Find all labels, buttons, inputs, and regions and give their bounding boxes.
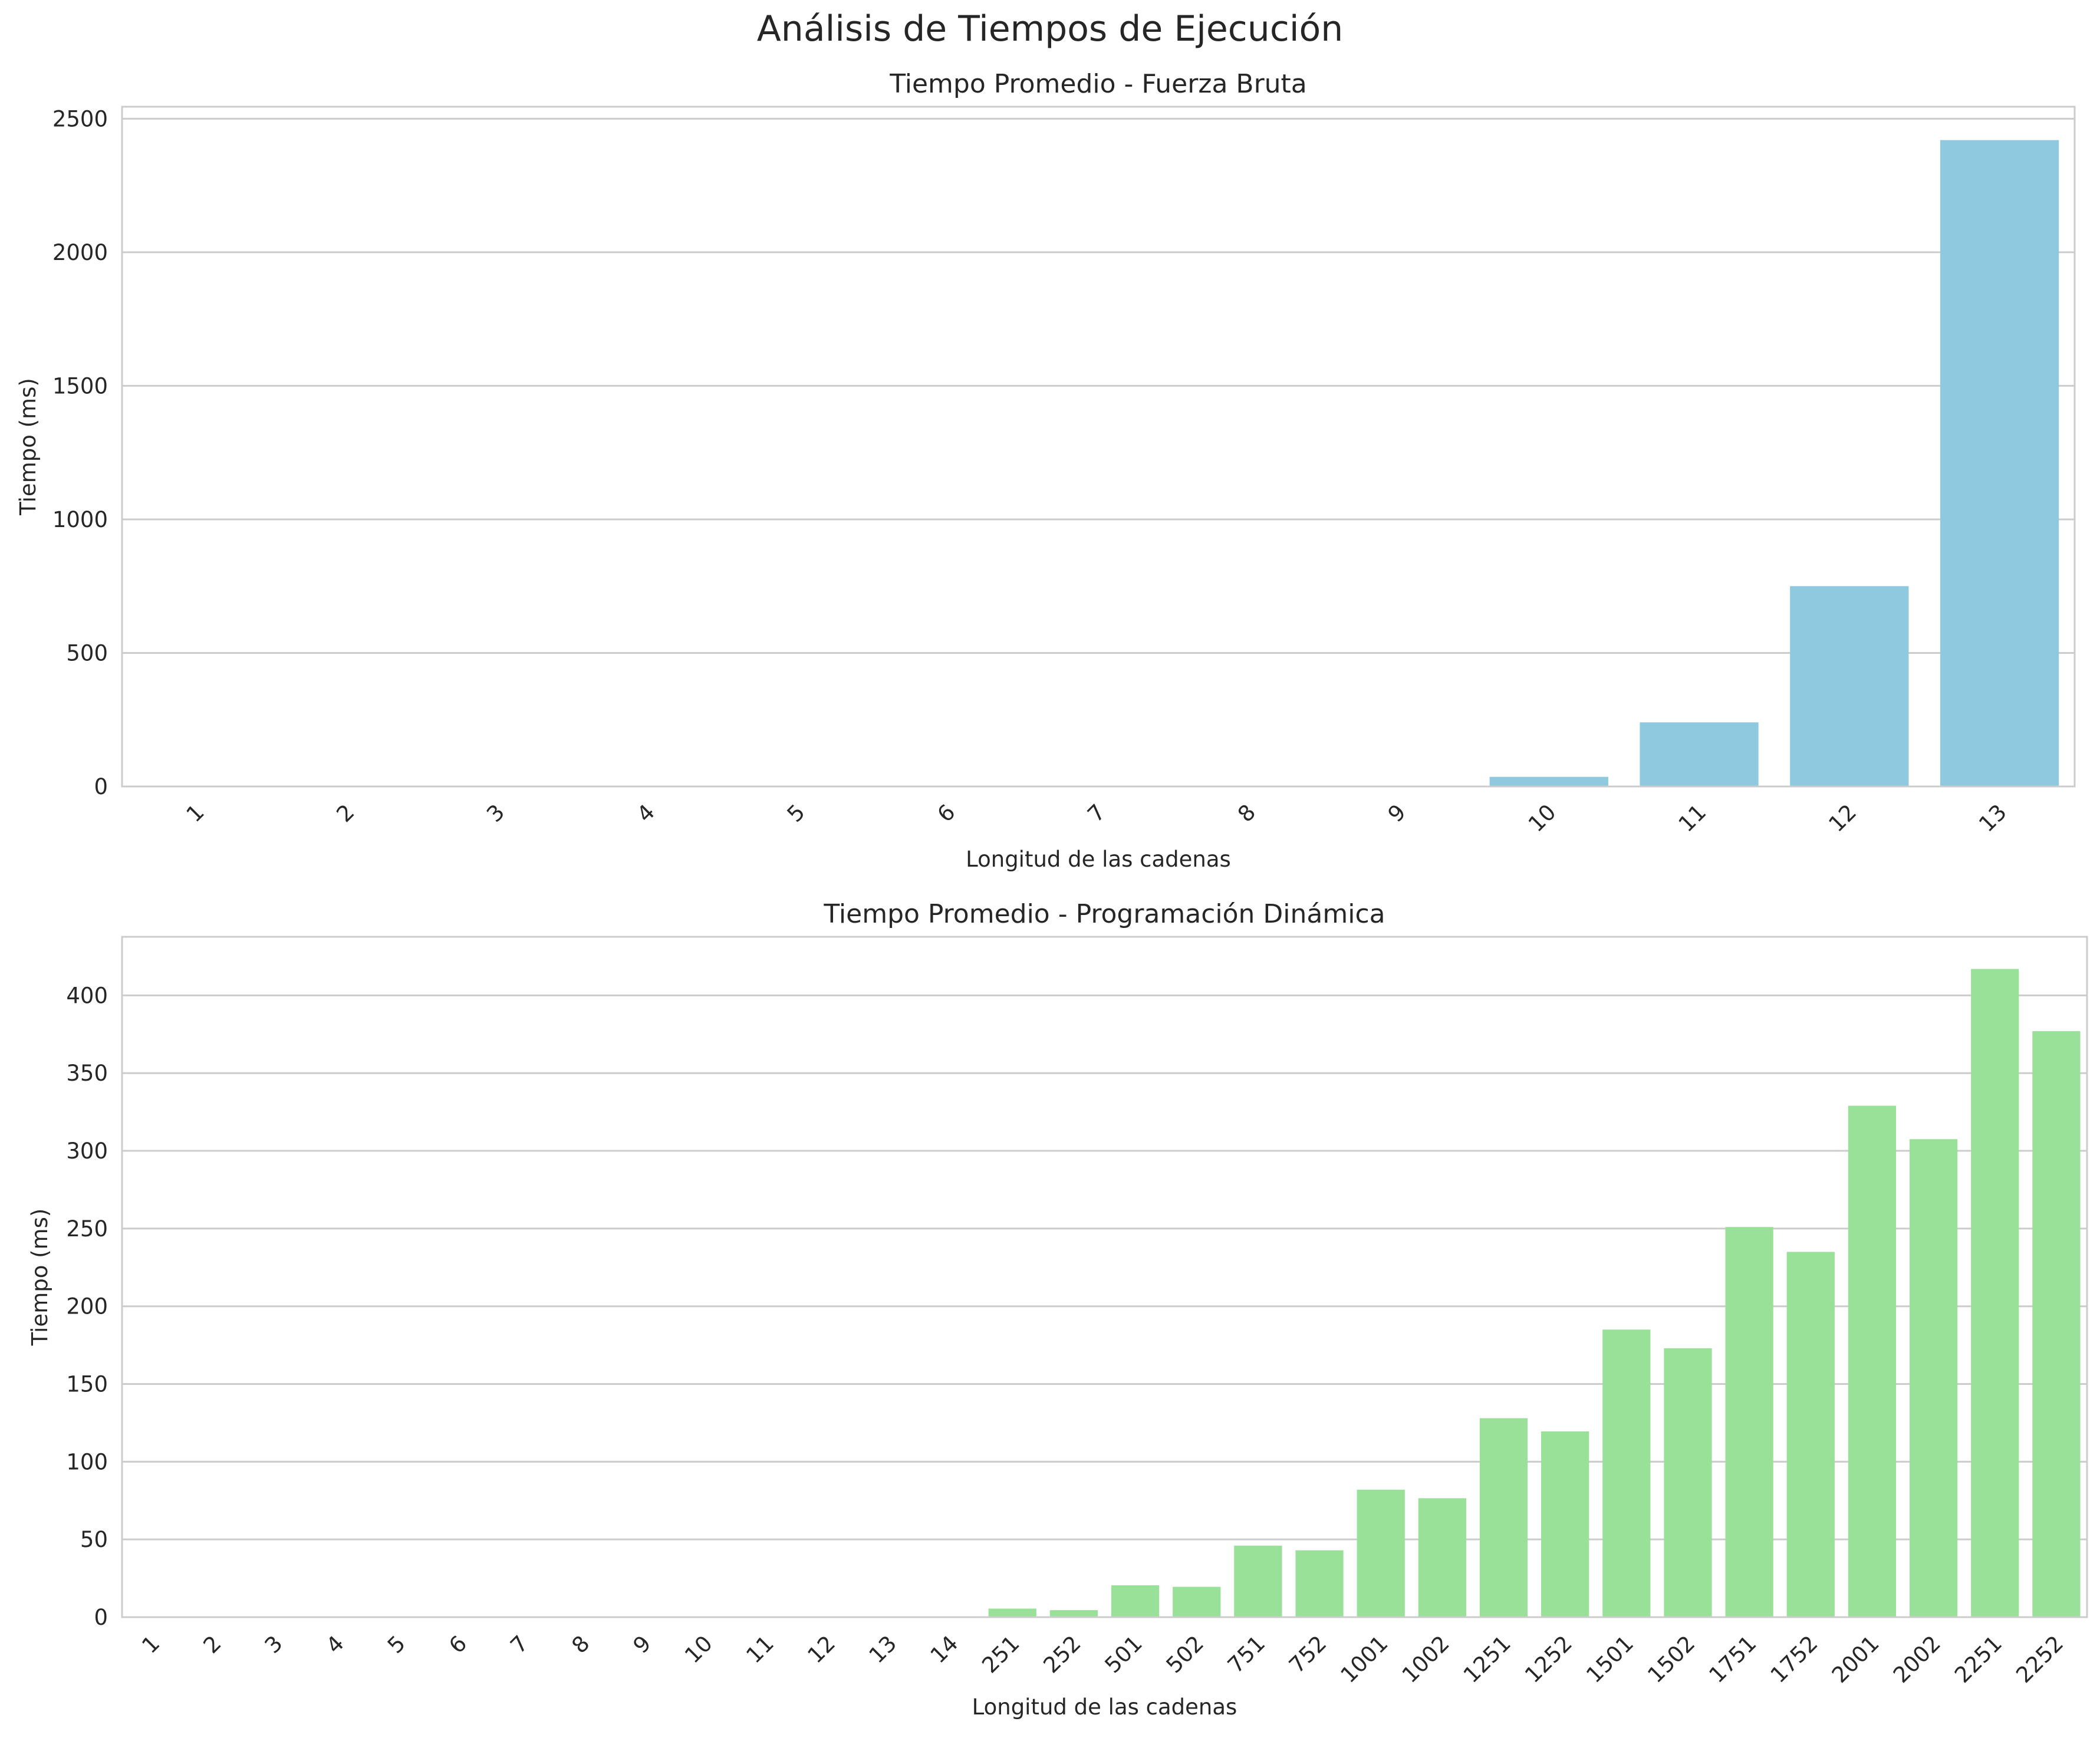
x-tick-label: 3 — [482, 799, 509, 827]
bar — [988, 1608, 1036, 1617]
x-tick-label: 252 — [1038, 1631, 1085, 1678]
bar — [1602, 1329, 1651, 1617]
bar — [1111, 1585, 1160, 1617]
x-tick-label: 1002 — [1397, 1631, 1454, 1688]
bar — [1049, 1610, 1098, 1617]
x-tick-label: 2 — [331, 799, 359, 827]
x-tick-label: 1752 — [1766, 1631, 1823, 1688]
y-tick-label: 0 — [94, 774, 108, 799]
y-tick-label: 2000 — [52, 240, 108, 265]
y-tick-label: 300 — [66, 1138, 108, 1164]
bar — [1725, 1227, 1773, 1617]
x-tick-label: 8 — [567, 1631, 594, 1658]
x-tick-label: 7 — [1082, 799, 1110, 827]
x-tick-label: 9 — [1383, 799, 1411, 827]
bar — [2032, 1031, 2081, 1617]
bar — [1173, 1586, 1221, 1617]
bar — [1357, 1489, 1405, 1617]
y-tick-label: 1000 — [52, 507, 108, 532]
x-tick-label: 14 — [926, 1631, 963, 1668]
bar — [1664, 1348, 1712, 1617]
x-tick-label: 11 — [1674, 799, 1711, 837]
x-tick-label: 4 — [632, 799, 660, 827]
y-tick-label: 400 — [66, 983, 108, 1008]
x-tick-label: 11 — [741, 1631, 779, 1668]
bar — [1479, 1418, 1528, 1617]
bar — [1640, 722, 1759, 786]
chart-title: Tiempo Promedio - Programación Dinámica — [823, 899, 1385, 929]
y-tick-label: 200 — [66, 1294, 108, 1319]
x-tick-label: 3 — [260, 1631, 288, 1658]
y-axis-label: Tiempo (ms) — [27, 1209, 52, 1347]
axes-frame — [121, 106, 2076, 788]
x-tick-label: 501 — [1100, 1631, 1147, 1678]
x-tick-label: 6 — [933, 799, 960, 827]
x-tick-label: 1001 — [1336, 1631, 1393, 1688]
y-tick-label: 150 — [66, 1372, 108, 1397]
x-tick-label: 6 — [444, 1631, 472, 1658]
bar — [1940, 140, 2059, 787]
y-tick-label: 2500 — [52, 106, 108, 131]
x-tick-label: 12 — [802, 1631, 840, 1668]
x-tick-label: 12 — [1824, 799, 1862, 837]
x-axis-label: Longitud de las cadenas — [966, 847, 1231, 872]
bar — [1418, 1498, 1466, 1617]
x-tick-label: 502 — [1161, 1631, 1209, 1678]
x-tick-label: 13 — [864, 1631, 902, 1668]
x-tick-label: 9 — [628, 1631, 656, 1658]
x-tick-label: 1 — [182, 799, 209, 827]
x-tick-label: 4 — [321, 1631, 349, 1658]
bar — [1541, 1431, 1589, 1617]
x-tick-label: 2001 — [1827, 1631, 1884, 1688]
x-tick-label: 1251 — [1459, 1631, 1516, 1688]
y-axis-label: Tiempo (ms) — [15, 378, 41, 516]
bar — [1489, 776, 1608, 786]
x-tick-label: 1501 — [1581, 1631, 1638, 1688]
y-tick-label: 50 — [80, 1527, 108, 1552]
axes-frame — [121, 936, 2088, 1618]
x-tick-label: 1 — [137, 1631, 164, 1658]
x-tick-label: 7 — [505, 1631, 533, 1658]
x-tick-label: 1252 — [1520, 1631, 1577, 1688]
bar — [1234, 1545, 1282, 1617]
bar — [1790, 586, 1909, 786]
x-tick-label: 1751 — [1704, 1631, 1762, 1688]
x-tick-label: 5 — [383, 1631, 410, 1658]
figure-title: Análisis de Tiempos de Ejecución — [756, 8, 1344, 50]
x-tick-label: 751 — [1223, 1631, 1270, 1678]
y-tick-label: 500 — [66, 640, 108, 666]
bar — [1909, 1139, 1958, 1617]
x-tick-label: 10 — [680, 1631, 717, 1668]
x-tick-label: 8 — [1233, 799, 1260, 827]
x-axis-label: Longitud de las cadenas — [972, 1694, 1237, 1720]
x-tick-label: 251 — [977, 1631, 1024, 1678]
x-tick-label: 2252 — [2011, 1631, 2068, 1688]
chart-title: Tiempo Promedio - Fuerza Bruta — [889, 69, 1307, 99]
x-tick-label: 13 — [1974, 799, 2012, 837]
bar — [1295, 1550, 1344, 1617]
x-tick-label: 10 — [1523, 799, 1561, 837]
x-tick-label: 2251 — [1950, 1631, 2007, 1688]
y-tick-label: 100 — [66, 1449, 108, 1474]
y-tick-label: 250 — [66, 1216, 108, 1242]
x-tick-label: 752 — [1284, 1631, 1331, 1678]
y-tick-label: 0 — [94, 1605, 108, 1630]
x-tick-label: 1502 — [1643, 1631, 1700, 1688]
x-tick-label: 2 — [199, 1631, 226, 1658]
bar — [1786, 1252, 1835, 1617]
bar — [1971, 969, 2019, 1617]
y-tick-label: 1500 — [52, 373, 108, 399]
bar — [1848, 1105, 1897, 1617]
x-tick-label: 2002 — [1888, 1631, 1946, 1688]
y-tick-label: 350 — [66, 1061, 108, 1086]
x-tick-label: 5 — [782, 799, 810, 827]
